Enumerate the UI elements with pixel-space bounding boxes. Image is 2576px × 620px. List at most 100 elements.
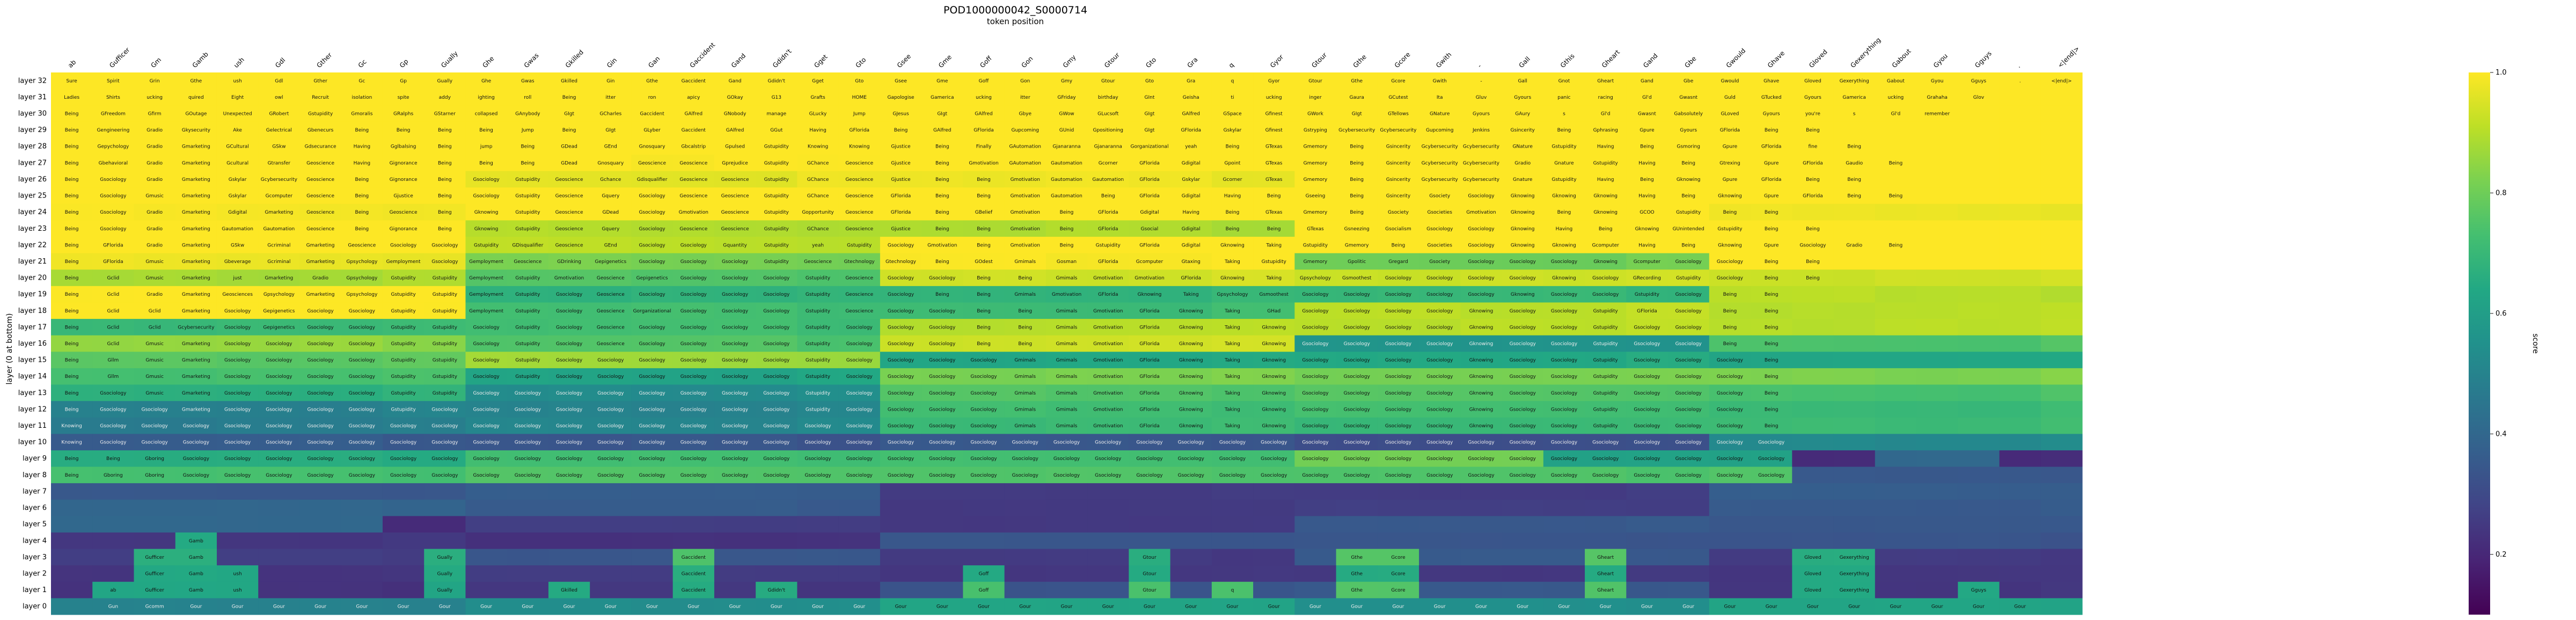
cell-label: GStarner: [434, 112, 456, 117]
cell-label: Gsociology: [929, 325, 956, 330]
cell-label: Gsociology: [1634, 407, 1660, 412]
y-tick-label: layer 17: [18, 323, 47, 331]
cell-label: Gsociology: [100, 424, 127, 429]
heatmap-cell: [921, 187, 963, 205]
cell-label: Being: [1723, 292, 1737, 297]
heatmap-cell: [838, 203, 881, 221]
heatmap-cell: [1419, 89, 1461, 106]
cell-label: Gmarketing: [306, 243, 335, 248]
heatmap-cell: [548, 302, 590, 319]
cell-label: Gknowing: [1179, 325, 1203, 330]
cell-label: Gknowing: [1511, 292, 1535, 297]
heatmap-cell: [341, 483, 383, 500]
heatmap-cell: [1419, 187, 1461, 205]
heatmap-cell: [1294, 72, 1337, 90]
cell-label: Gknowing: [1593, 210, 1618, 215]
cell-label: GChance: [807, 161, 829, 166]
heatmap-cell: [1667, 187, 1710, 205]
cell-label: Gsociology: [639, 210, 665, 215]
cell-label: Gsociology: [1302, 325, 1329, 330]
heatmap-cell: [1626, 269, 1668, 287]
heatmap-cell: [1543, 499, 1585, 516]
heatmap-cell: [963, 286, 1005, 303]
heatmap-cell: [963, 138, 1005, 155]
cell-label: Gsociology: [1551, 456, 1578, 462]
heatmap-cell: [2040, 483, 2083, 500]
heatmap-cell: [921, 72, 963, 90]
heatmap-cell: [1087, 171, 1129, 188]
cell-label: Gsociology: [1675, 456, 1702, 462]
cell-label: Gsociology: [970, 374, 997, 380]
heatmap-cell: [1502, 138, 1544, 155]
heatmap-cell: [1129, 516, 1171, 533]
cell-label: Gpure: [1764, 194, 1779, 199]
heatmap-cell: [1792, 138, 1834, 155]
cell-label: Gmotivation: [1011, 210, 1040, 215]
cell-label: Gtour: [1143, 555, 1157, 560]
heatmap-cell: [756, 532, 797, 550]
heatmap-cell: [2040, 286, 2083, 303]
cell-label: Gmimals: [1056, 358, 1078, 363]
cell-label: Gskylar: [229, 194, 247, 199]
cell-label: Gsociology: [473, 473, 500, 478]
cell-label: Gsociology: [1385, 424, 1412, 429]
cell-label: Gsociology: [1675, 424, 1702, 429]
cell-label: Gautomation: [1051, 161, 1082, 166]
cell-label: Gufficer: [145, 571, 164, 577]
cell-label: Being: [1681, 161, 1695, 166]
heatmap-cell: [1294, 549, 1337, 566]
cell-label: fine: [1808, 144, 1817, 150]
heatmap-cell: [1170, 72, 1212, 90]
heatmap-cell: [672, 516, 715, 533]
cell-label: Gsociology: [1468, 194, 1495, 199]
cell-label: Gmotivation: [1466, 210, 1496, 215]
heatmap-cell: [507, 581, 549, 599]
y-tick-label: layer 8: [23, 471, 47, 479]
heatmap-cell: [1419, 220, 1461, 237]
heatmap-cell: [1999, 203, 2041, 221]
heatmap-cell: [1294, 171, 1337, 188]
cell-label: Gour: [1475, 604, 1487, 610]
cell-label: isolation: [352, 95, 372, 100]
cell-label: Gsociology: [1468, 473, 1495, 478]
heatmap-cell: [714, 302, 756, 319]
cell-label: Grin: [150, 78, 160, 84]
heatmap-cell: [175, 237, 217, 254]
cell-label: Gcriminal: [267, 243, 290, 248]
x-tick-label: Gon: [1020, 55, 1034, 69]
cell-label: Gsociology: [349, 473, 376, 478]
cell-label: Gsociology: [431, 407, 458, 412]
heatmap-cell: [1460, 155, 1503, 172]
heatmap-cell: [1004, 483, 1046, 500]
heatmap-cell: [1377, 121, 1419, 138]
heatmap-cell: [1667, 121, 1710, 138]
heatmap-cell: [1253, 138, 1295, 155]
cell-label: Gsociology: [1592, 456, 1619, 462]
heatmap-cell: [1833, 203, 1876, 221]
cell-label: Gsmoring: [1677, 144, 1700, 150]
cell-label: Unexpected: [223, 112, 252, 117]
heatmap-cell: [631, 516, 674, 533]
x-tick-label: Gyou: [1932, 52, 1949, 69]
heatmap-cell: [672, 220, 715, 237]
cell-label: Gsociology: [929, 276, 956, 281]
heatmap-cell: [1916, 549, 1958, 566]
cell-label: Gstupidity: [1593, 424, 1619, 429]
heatmap-cell: [880, 499, 922, 516]
heatmap-cell: [258, 237, 300, 254]
cell-label: owl: [275, 95, 283, 100]
x-tick-label: Gloved: [1807, 48, 1829, 69]
heatmap-cell: [1833, 187, 1876, 205]
cell-label: Gsociology: [308, 325, 334, 330]
cell-label: Gjustice: [891, 177, 911, 183]
cell-label: Gsociology: [308, 424, 334, 429]
heatmap-cell: [1792, 286, 1834, 303]
x-tick-label: Gthis: [1559, 52, 1576, 69]
cell-label: GFlorida: [1139, 309, 1160, 314]
cell-label: Gsociology: [515, 440, 541, 446]
heatmap-cell: [1004, 72, 1046, 90]
cell-label: Gsociology: [597, 407, 624, 412]
cell-label: Gmimals: [1056, 407, 1078, 412]
heatmap-cell: [797, 499, 839, 516]
heatmap-cell: [465, 532, 508, 550]
